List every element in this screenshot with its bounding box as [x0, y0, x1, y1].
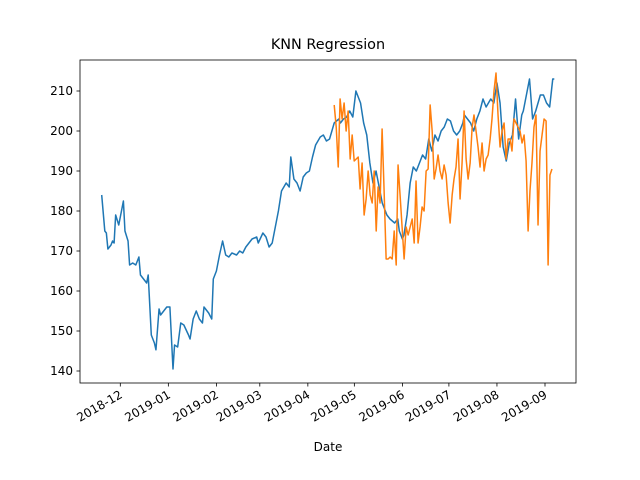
- y-tick-label: 210: [50, 84, 73, 98]
- y-tick-label: 200: [50, 124, 73, 138]
- y-tick-label: 150: [50, 324, 73, 338]
- y-tick-label: 160: [50, 284, 73, 298]
- y-tick-label: 190: [50, 164, 73, 178]
- x-axis-label: Date: [314, 440, 343, 454]
- y-tick-label: 170: [50, 244, 73, 258]
- series-line: [100, 78, 555, 370]
- axes-frame: [79, 59, 577, 384]
- y-tick-label: 180: [50, 204, 73, 218]
- series-line: [333, 72, 553, 266]
- plot-area: [100, 72, 555, 370]
- chart-title: KNN Regression: [271, 37, 385, 53]
- y-tick-label: 140: [50, 364, 73, 378]
